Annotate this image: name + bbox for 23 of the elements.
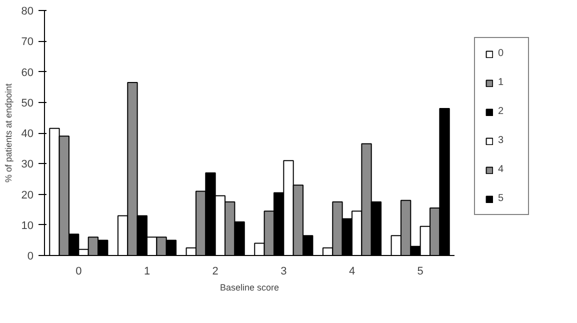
y-tick-label: 60 bbox=[21, 66, 34, 79]
y-tick-label: 50 bbox=[21, 97, 34, 110]
y-tick-label: 70 bbox=[21, 36, 34, 48]
x-tick-label: 0 bbox=[76, 266, 82, 278]
legend-label: 2 bbox=[498, 106, 505, 117]
y-tick-label: 30 bbox=[21, 158, 34, 171]
legend-label: 3 bbox=[498, 135, 505, 146]
x-tick-label: 5 bbox=[417, 266, 424, 278]
y-tick-label: 80 bbox=[21, 6, 34, 18]
y-tick-label: 0 bbox=[27, 250, 34, 262]
y-axis-title: % of patients at endpoint bbox=[3, 82, 14, 183]
x-tick-label: 1 bbox=[144, 266, 150, 278]
legend-label: 4 bbox=[498, 164, 505, 175]
legend-label: 0 bbox=[498, 48, 505, 59]
x-tick-label: 4 bbox=[348, 266, 356, 278]
y-tick-label: 20 bbox=[21, 189, 34, 202]
x-tick-label: 3 bbox=[280, 266, 287, 278]
legend-label: 1 bbox=[498, 77, 505, 88]
y-tick-label: 40 bbox=[21, 128, 34, 140]
y-tick-label: 10 bbox=[21, 220, 34, 232]
x-axis-title: Baseline score bbox=[220, 282, 280, 292]
legend-label: 5 bbox=[498, 193, 505, 204]
x-tick-label: 2 bbox=[212, 266, 218, 278]
